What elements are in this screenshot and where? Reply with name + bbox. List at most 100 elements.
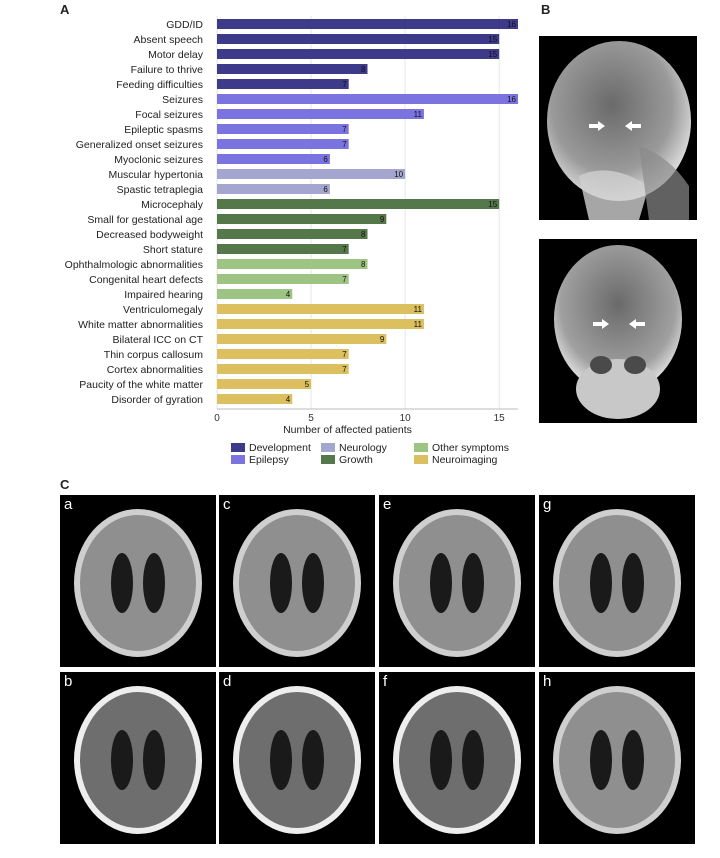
bar-value-label: 9 (380, 215, 385, 224)
bar (217, 349, 349, 359)
panel-letter-a: A (60, 2, 70, 17)
bar (217, 394, 293, 404)
category-label: Absent speech (134, 34, 204, 46)
scan-image-e: e (379, 495, 535, 667)
category-label: Ventriculomegaly (123, 304, 204, 316)
category-label: Generalized onset seizures (76, 139, 203, 151)
bar (217, 274, 349, 284)
bar-value-label: 4 (286, 395, 291, 404)
scan-drawing (393, 509, 521, 657)
bar (217, 304, 424, 314)
category-label: Microcephaly (141, 199, 204, 211)
bar (217, 124, 349, 134)
bar-value-label: 6 (323, 155, 328, 164)
bar (217, 229, 368, 239)
bar (217, 259, 368, 269)
scan-drawing (553, 686, 681, 834)
scan-drawing (233, 686, 361, 834)
legend-swatch (231, 443, 245, 452)
bar (217, 154, 330, 164)
category-label: Feeding difficulties (116, 79, 203, 91)
category-label: Muscular hypertonia (108, 169, 203, 181)
legend-swatch (414, 455, 428, 464)
legend-label: Growth (339, 454, 373, 466)
bar-value-label: 8 (361, 65, 366, 74)
bar (217, 49, 500, 59)
scan-label: h (543, 673, 552, 690)
legend-label: Epilepsy (249, 454, 289, 466)
category-label: Spastic tetraplegia (117, 184, 204, 196)
category-label: White matter abnormalities (78, 319, 203, 331)
legend-swatch (414, 443, 428, 452)
xray-frontal-drawing (554, 245, 682, 419)
scan-label: b (64, 673, 73, 690)
scan-label: a (64, 496, 73, 513)
bar-value-label: 15 (488, 200, 497, 209)
bar (217, 109, 424, 119)
bar-value-label: 7 (342, 365, 347, 374)
bar (217, 199, 500, 209)
bar-chart: 16 GDD/ID 15 Absent speech 15 Motor delay 8 Fai… (65, 16, 518, 466)
category-label: Ophthalmologic abnormalities (65, 259, 203, 271)
bar (217, 169, 406, 179)
category-label: Congenital heart defects (89, 274, 203, 286)
category-label: Impaired hearing (124, 289, 203, 301)
bar-value-label: 7 (342, 245, 347, 254)
scan-image-f: f (379, 672, 535, 844)
legend-swatch (321, 455, 335, 464)
bar (217, 289, 293, 299)
x-tick-label: 15 (494, 413, 506, 424)
bar-value-label: 10 (394, 170, 403, 179)
bar (217, 34, 500, 44)
arrow-icon (625, 118, 641, 131)
xray-lateral-drawing (547, 41, 691, 220)
bar-value-label: 7 (342, 275, 347, 284)
category-label: GDD/ID (166, 19, 203, 31)
scan-label: e (383, 496, 392, 513)
scan-image-a: a (60, 495, 216, 667)
bar-value-label: 9 (380, 335, 385, 344)
scan-image-d: d (219, 672, 375, 844)
bar-value-label: 15 (488, 50, 497, 59)
category-label: Motor delay (148, 49, 204, 61)
xray-frontal-image (539, 239, 697, 423)
category-label: Disorder of gyration (111, 394, 203, 406)
legend-label: Neurology (339, 442, 388, 454)
scan-drawing (553, 509, 681, 657)
bar-value-label: 11 (414, 305, 423, 314)
bar-value-label: 16 (507, 20, 516, 29)
legend-label: Neuroimaging (432, 454, 498, 466)
bar-value-label: 11 (414, 110, 423, 119)
bar-value-label: 8 (361, 260, 366, 269)
category-label: Short stature (143, 244, 203, 256)
x-tick-label: 0 (214, 413, 220, 424)
bar-value-label: 11 (414, 320, 423, 329)
legend-label: Development (249, 442, 311, 454)
category-label: Small for gestational age (87, 214, 203, 226)
category-label: Failure to thrive (131, 64, 204, 76)
bar-value-label: 4 (286, 290, 291, 299)
scan-image-c: c (219, 495, 375, 667)
scan-drawing (393, 686, 521, 834)
bar-value-label: 7 (342, 80, 347, 89)
scan-image-h: h (539, 672, 695, 844)
arrow-icon (629, 316, 645, 329)
bar (217, 79, 349, 89)
category-label: Bilateral ICC on CT (113, 334, 204, 346)
bar (217, 319, 424, 329)
panel-letter-b: B (541, 2, 551, 17)
category-label: Thin corpus callosum (104, 349, 203, 361)
bar (217, 139, 349, 149)
category-label: Epileptic spasms (124, 124, 203, 136)
bar (217, 64, 368, 74)
category-label: Focal seizures (135, 109, 203, 121)
legend-swatch (231, 455, 245, 464)
bar-value-label: 7 (342, 350, 347, 359)
bar-value-label: 8 (361, 230, 366, 239)
scan-drawing (233, 509, 361, 657)
legend-swatch (321, 443, 335, 452)
scan-drawing (74, 686, 202, 834)
bar (217, 364, 349, 374)
x-tick-label: 5 (308, 413, 314, 424)
bar-value-label: 7 (342, 140, 347, 149)
